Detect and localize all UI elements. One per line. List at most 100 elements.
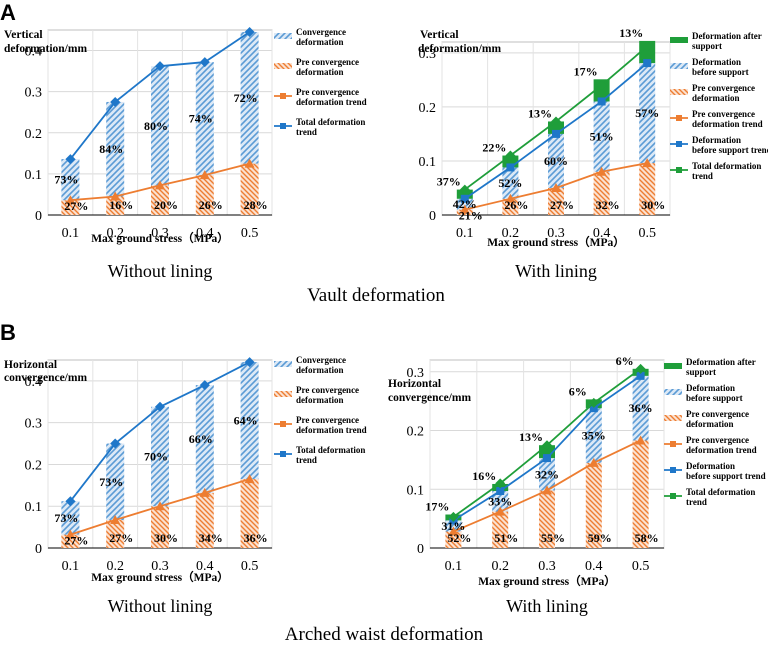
data-label: 35% bbox=[582, 428, 606, 442]
triangle-marker bbox=[110, 515, 121, 525]
legend-swatch bbox=[670, 63, 688, 69]
data-label: 6% bbox=[569, 384, 587, 398]
y-axis-label: Vertical bbox=[420, 29, 459, 41]
bar-segment bbox=[548, 133, 564, 188]
data-label: 27% bbox=[64, 199, 88, 213]
legend-marker bbox=[676, 167, 682, 173]
legend-label: trend bbox=[296, 455, 317, 465]
data-label: 52% bbox=[447, 531, 471, 545]
bar-segment bbox=[195, 62, 214, 176]
bar-segment bbox=[445, 520, 462, 532]
y-tick-label: 0.2 bbox=[25, 127, 43, 142]
data-label: 59% bbox=[588, 531, 612, 545]
bar-segment bbox=[151, 406, 169, 507]
legend-label: before support trend bbox=[686, 471, 766, 481]
bar-segment bbox=[106, 520, 125, 548]
x-tick-label: 0.3 bbox=[151, 559, 169, 574]
x-tick-label: 0.4 bbox=[196, 226, 214, 241]
triangle-marker bbox=[110, 191, 121, 201]
bar-segment bbox=[539, 458, 555, 491]
legend-swatch bbox=[274, 361, 292, 367]
chart-title: With lining bbox=[515, 261, 597, 281]
y-axis-label: Horizontal bbox=[4, 359, 57, 371]
legend-label: Pre convergence bbox=[296, 415, 359, 425]
diamond-marker bbox=[459, 184, 470, 195]
y-axis-label: Vertical bbox=[4, 29, 43, 41]
x-tick-label: 0.5 bbox=[632, 559, 650, 574]
legend-label: Pre convergence bbox=[296, 87, 359, 97]
data-label: 36% bbox=[629, 401, 653, 415]
diamond-marker bbox=[155, 61, 165, 72]
legend-label: deformation trend bbox=[686, 445, 757, 455]
diamond-marker bbox=[199, 380, 210, 391]
bar-segment bbox=[639, 63, 656, 164]
x-axis-label: Max ground stress（MPa） bbox=[487, 235, 625, 249]
y-tick-label: 0.3 bbox=[25, 86, 43, 101]
legend-label: deformation bbox=[296, 365, 344, 375]
bar-segment bbox=[593, 101, 610, 172]
data-label: 72% bbox=[234, 91, 258, 105]
bar-segment bbox=[106, 196, 125, 215]
diamond-marker bbox=[244, 357, 255, 368]
data-label: 51% bbox=[494, 531, 518, 545]
triangle-marker bbox=[155, 501, 165, 511]
legend-label: deformation bbox=[296, 67, 344, 77]
diamond-marker bbox=[155, 401, 165, 412]
x-axis-label: Max ground stress（MPa） bbox=[91, 231, 229, 245]
bar-segment bbox=[151, 506, 169, 548]
data-label: 31% bbox=[441, 519, 465, 533]
bar-segment bbox=[195, 385, 214, 493]
data-label: 42% bbox=[453, 197, 477, 211]
diamond-marker bbox=[635, 363, 646, 374]
data-label: 30% bbox=[641, 198, 665, 212]
square-marker bbox=[496, 487, 505, 496]
x-tick-label: 0.4 bbox=[593, 226, 611, 241]
triangle-marker bbox=[551, 182, 561, 192]
legend-label: Convergence bbox=[296, 27, 346, 37]
diamond-marker bbox=[65, 496, 76, 507]
panel-label-b: B bbox=[0, 320, 16, 345]
diamond-marker bbox=[551, 116, 561, 127]
triangle-marker bbox=[642, 158, 653, 168]
data-label: 36% bbox=[244, 531, 268, 545]
x-tick-label: 0.4 bbox=[585, 559, 603, 574]
bar-segment bbox=[61, 501, 80, 535]
x-tick-label: 0.1 bbox=[445, 559, 463, 574]
data-label: 27% bbox=[64, 534, 88, 548]
data-label: 73% bbox=[54, 173, 78, 187]
data-label: 55% bbox=[541, 531, 565, 545]
square-marker bbox=[589, 404, 598, 413]
legend-label: deformation bbox=[296, 37, 344, 47]
bar-segment bbox=[151, 185, 169, 215]
x-tick-label: 0.3 bbox=[538, 559, 556, 574]
legend-label: Pre convergence bbox=[692, 109, 755, 119]
x-tick-label: 0.1 bbox=[62, 559, 80, 574]
data-label: 73% bbox=[54, 511, 78, 525]
x-tick-label: 0.2 bbox=[106, 226, 124, 241]
legend-label: Deformation bbox=[686, 461, 735, 471]
triangle-marker bbox=[495, 506, 506, 516]
bar-segment bbox=[445, 531, 462, 548]
bar-segment bbox=[585, 462, 602, 548]
x-tick-label: 0.2 bbox=[502, 226, 520, 241]
legend-swatch bbox=[274, 33, 292, 39]
triangle-marker bbox=[596, 166, 607, 176]
y-tick-label: 0.3 bbox=[419, 47, 437, 62]
data-label: 13% bbox=[528, 106, 552, 120]
triangle-marker bbox=[505, 193, 516, 203]
data-label: 22% bbox=[482, 141, 506, 155]
y-tick-label: 0.1 bbox=[25, 500, 43, 515]
bar-segment bbox=[61, 159, 80, 201]
diamond-marker bbox=[244, 27, 255, 38]
legend-label: Deformation after bbox=[686, 357, 756, 367]
data-label: 26% bbox=[504, 198, 528, 212]
square-marker bbox=[543, 454, 551, 463]
legend-label: support bbox=[686, 367, 716, 377]
bar-segment bbox=[492, 511, 509, 548]
bar-segment bbox=[632, 375, 649, 441]
data-label: 32% bbox=[535, 467, 559, 481]
y-axis-label: convergence/mm bbox=[4, 372, 87, 384]
legend-label: Convergence bbox=[296, 355, 346, 365]
bar-segment bbox=[195, 175, 214, 215]
legend-label: Total deformation bbox=[692, 161, 761, 171]
